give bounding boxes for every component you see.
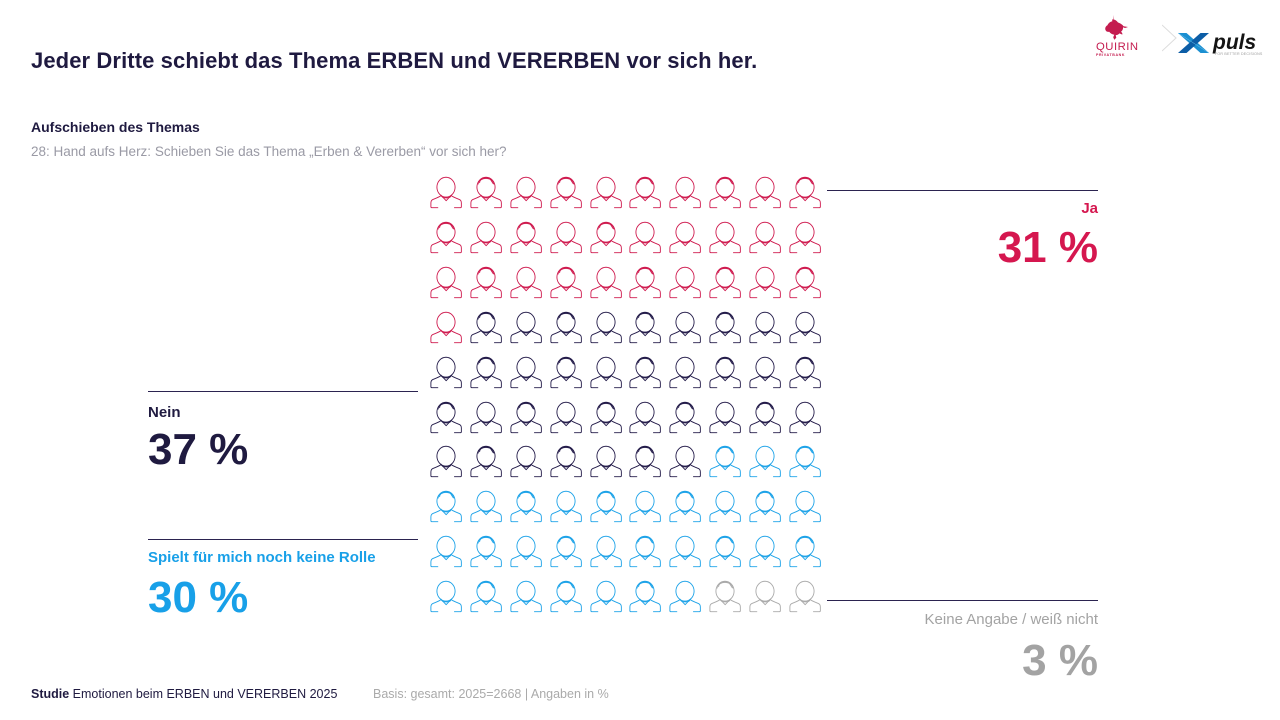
svg-text:QUIRIN: QUIRIN bbox=[1096, 41, 1139, 53]
svg-text:FOR BETTER DECISIONS: FOR BETTER DECISIONS bbox=[1215, 52, 1263, 56]
svg-text:PRIVATBANK: PRIVATBANK bbox=[1096, 53, 1125, 57]
svg-text:puls: puls bbox=[1212, 31, 1256, 54]
